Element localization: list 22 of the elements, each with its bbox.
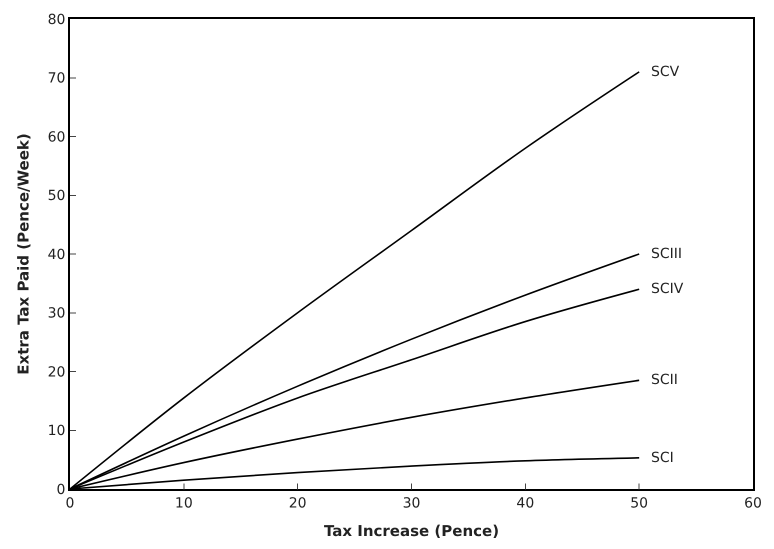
x-tick-label: 30	[402, 496, 420, 512]
y-tick-label: 40	[48, 246, 66, 263]
y-tick-label: 80	[48, 12, 66, 28]
x-tick-label: 50	[630, 496, 648, 512]
series-label: SCV	[651, 64, 680, 80]
y-tick-label: 60	[48, 129, 66, 146]
x-tick-label: 40	[516, 496, 534, 512]
series-label: SCII	[651, 372, 678, 388]
y-tick-label: 30	[48, 306, 66, 322]
y-tick-label: 0	[56, 482, 66, 498]
series-label: SCIII	[651, 246, 682, 262]
series-label: SCI	[651, 450, 674, 466]
x-axis-title: Tax Increase (Pence)	[324, 522, 500, 540]
y-tick-label: 50	[48, 188, 66, 204]
y-tick-label: 10	[48, 423, 66, 440]
y-tick-label: 70	[48, 70, 66, 87]
y-tick-label: 20	[48, 364, 66, 380]
x-tick-label: 60	[744, 496, 762, 512]
series-label: SCIV	[651, 281, 684, 297]
x-tick-label: 10	[174, 496, 193, 512]
y-axis-title: Extra Tax Paid (Pence/Week)	[14, 133, 32, 375]
x-tick-label: 20	[288, 496, 307, 512]
